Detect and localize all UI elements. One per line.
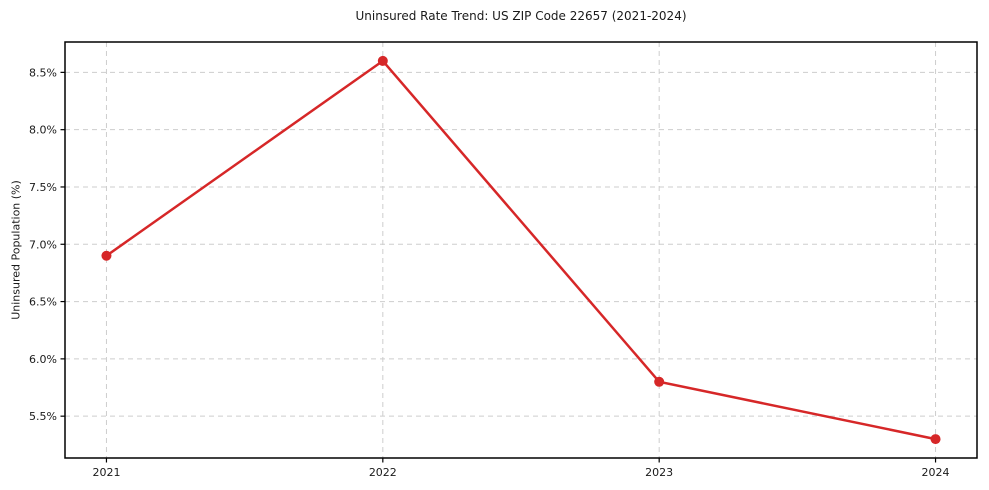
y-tick-label: 6.5% xyxy=(29,296,57,309)
y-tick-label: 7.0% xyxy=(29,238,57,251)
y-tick-label: 8.5% xyxy=(29,66,57,79)
y-tick-label: 7.5% xyxy=(29,181,57,194)
y-tick-label: 6.0% xyxy=(29,353,57,366)
data-point-2024 xyxy=(930,434,941,445)
plot-border xyxy=(64,41,978,459)
x-tick-label: 2022 xyxy=(369,466,397,479)
chart-title: Uninsured Rate Trend: US ZIP Code 22657 … xyxy=(355,9,687,23)
data-point-2021 xyxy=(101,250,112,261)
data-point-2022 xyxy=(377,55,388,66)
x-tick-label: 2024 xyxy=(922,466,950,479)
x-tick-label: 2023 xyxy=(645,466,673,479)
x-tick-label: 2021 xyxy=(92,466,120,479)
data-point-2023 xyxy=(654,376,665,387)
y-tick-label: 8.0% xyxy=(29,124,57,137)
trend-line xyxy=(105,59,937,441)
y-tick-label: 5.5% xyxy=(29,410,57,423)
